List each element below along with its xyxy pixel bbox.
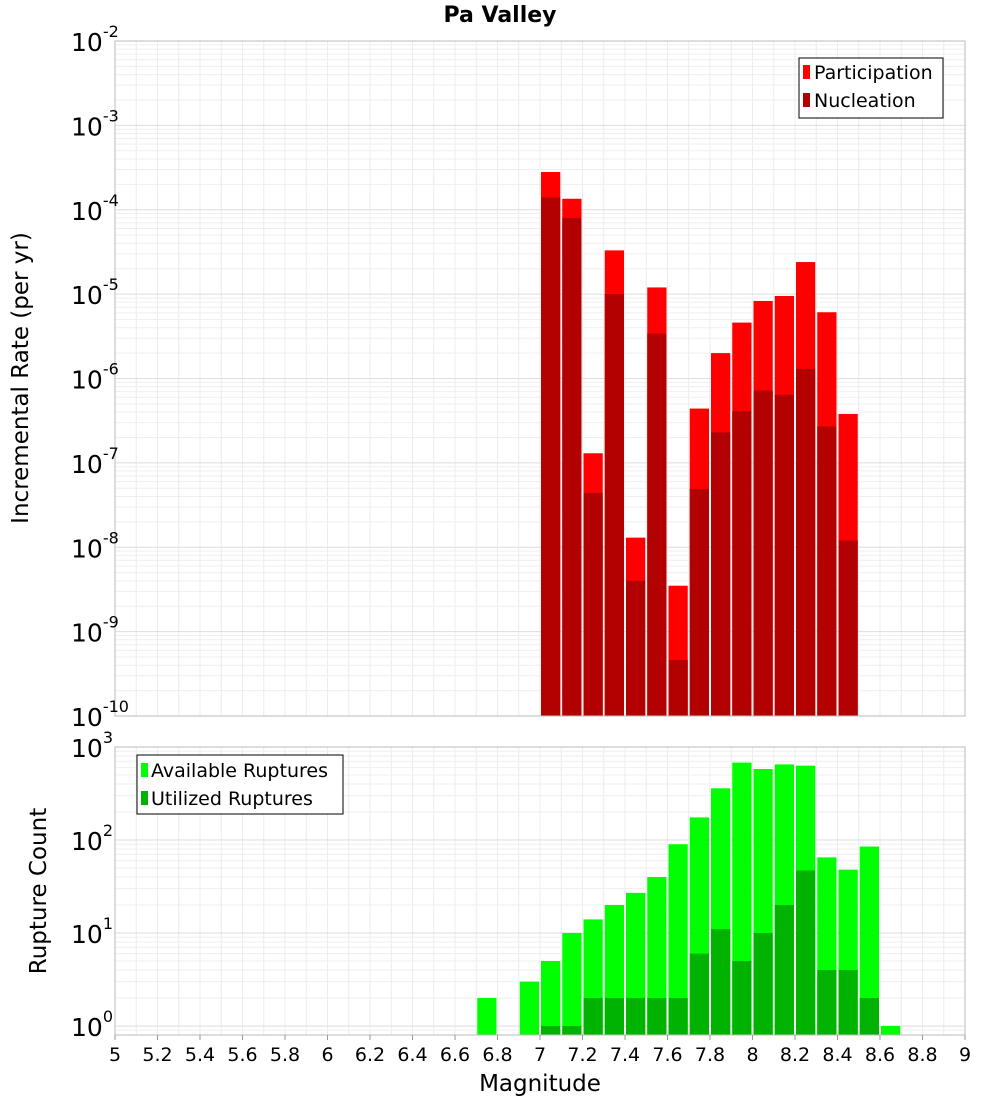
rate-gridlines bbox=[114, 41, 966, 717]
count-bar-utilized-ruptures bbox=[647, 997, 667, 1035]
rate-bar-nucleation bbox=[796, 368, 816, 716]
rate-y-ticks: 10-10 10-9 10-8 10-7 10-6 10-5 10-4 10-3 10-2 bbox=[71, 22, 129, 732]
x-tick-label: 5 bbox=[109, 1044, 121, 1066]
x-tick-label: 6 bbox=[321, 1044, 333, 1066]
count-bar-available-ruptures bbox=[519, 981, 539, 1035]
count-bar-available-ruptures bbox=[859, 846, 879, 1035]
count-bar-utilized-ruptures bbox=[562, 1025, 582, 1035]
y-tick-label: 10-7 bbox=[71, 444, 119, 479]
rate-plot-frame bbox=[114, 40, 966, 717]
rate-bar-nucleation bbox=[562, 217, 582, 716]
count-y-axis-label: Rupture Count bbox=[26, 808, 52, 974]
count-bar-utilized-ruptures bbox=[541, 1025, 561, 1035]
rate-bar-nucleation bbox=[626, 580, 646, 716]
rate-bar-nucleation bbox=[689, 489, 709, 716]
rate-bar-nucleation bbox=[817, 426, 837, 716]
legend-swatch-nucleation bbox=[803, 93, 810, 107]
x-tick-label: 5.2 bbox=[142, 1044, 172, 1066]
rate-bar-nucleation bbox=[583, 492, 603, 716]
count-bar-utilized-ruptures bbox=[774, 904, 794, 1035]
count-legend-box bbox=[136, 754, 344, 815]
count-bar-available-ruptures bbox=[541, 960, 561, 1035]
count-bar-utilized-ruptures bbox=[668, 997, 688, 1035]
count-bar-utilized-ruptures bbox=[711, 929, 731, 1035]
x-tick-label: 6.4 bbox=[397, 1044, 427, 1066]
legend-label-utilized: Utilized Ruptures bbox=[151, 788, 313, 810]
rate-bar-nucleation bbox=[732, 411, 752, 716]
count-bar-utilized-ruptures bbox=[817, 969, 837, 1035]
x-tick-label: 9 bbox=[959, 1044, 971, 1066]
x-tick-label: 5.4 bbox=[185, 1044, 215, 1066]
count-bar-utilized-ruptures bbox=[626, 997, 646, 1035]
y-tick-label: 103 bbox=[71, 728, 113, 763]
y-tick-label: 101 bbox=[71, 914, 113, 949]
x-tick-label: 8.8 bbox=[907, 1044, 937, 1066]
x-tick-label: 7.6 bbox=[652, 1044, 682, 1066]
x-axis-label: Magnitude bbox=[479, 1071, 601, 1097]
count-bar-available-ruptures bbox=[668, 844, 688, 1035]
legend-label-available: Available Ruptures bbox=[151, 760, 328, 782]
y-tick-label: 10-9 bbox=[71, 613, 119, 648]
rate-bar-nucleation bbox=[774, 394, 794, 716]
rate-bar-nucleation bbox=[753, 390, 773, 716]
x-tick-label: 8 bbox=[746, 1044, 758, 1066]
y-tick-label: 10-10 bbox=[71, 697, 129, 732]
count-bar-utilized-ruptures bbox=[838, 969, 858, 1035]
count-plot: 100 101 102 103 5 5.2 5.4 5.6 5.8 6 6.2 6.4 6.6 6.8 7… bbox=[26, 728, 971, 1097]
y-tick-label: 10-8 bbox=[71, 528, 119, 563]
count-y-ticks: 100 101 102 103 bbox=[71, 728, 113, 1042]
y-tick-label: 10-5 bbox=[71, 275, 119, 310]
legend-swatch-available bbox=[141, 763, 148, 777]
x-tick-label: 7.4 bbox=[610, 1044, 640, 1066]
x-tick-label: 8.2 bbox=[780, 1044, 810, 1066]
count-bar-utilized-ruptures bbox=[753, 932, 773, 1035]
chart-title: Pa Valley bbox=[443, 3, 556, 28]
rate-plot: 10-10 10-9 10-8 10-7 10-6 10-5 10-4 10-3 10-2 In… bbox=[8, 22, 966, 732]
x-tick-label: 7.2 bbox=[567, 1044, 597, 1066]
y-tick-label: 100 bbox=[71, 1007, 113, 1042]
x-tick-label: 8.4 bbox=[822, 1044, 852, 1066]
legend-label-participation: Participation bbox=[814, 62, 933, 84]
x-tick-label: 6.2 bbox=[355, 1044, 385, 1066]
y-tick-label: 102 bbox=[71, 821, 113, 856]
count-bar-utilized-ruptures bbox=[859, 997, 879, 1035]
x-tick-label: 6.6 bbox=[440, 1044, 470, 1066]
rate-y-axis-label: Incremental Rate (per yr) bbox=[8, 232, 34, 524]
count-bar-available-ruptures bbox=[647, 877, 667, 1035]
rate-bar-nucleation bbox=[711, 432, 731, 716]
legend-swatch-utilized bbox=[141, 791, 148, 805]
x-tick-label: 7 bbox=[534, 1044, 546, 1066]
count-bar-available-ruptures bbox=[881, 1025, 901, 1035]
rate-bar-nucleation bbox=[838, 540, 858, 716]
count-bar-available-ruptures bbox=[562, 932, 582, 1035]
y-tick-label: 10-2 bbox=[71, 22, 119, 57]
rate-bar-nucleation bbox=[668, 660, 688, 716]
x-tick-label: 5.8 bbox=[270, 1044, 300, 1066]
magnitude-x-ticks: 5 5.2 5.4 5.6 5.8 6 6.2 6.4 6.6 6.8 7 7.2 7.4 7.6 7.8 8… bbox=[109, 1035, 971, 1066]
count-bar-utilized-ruptures bbox=[796, 870, 816, 1035]
x-tick-label: 8.6 bbox=[865, 1044, 895, 1066]
y-tick-label: 10-6 bbox=[71, 360, 119, 395]
rate-bar-nucleation bbox=[647, 333, 667, 716]
rate-legend-box bbox=[798, 57, 944, 119]
x-tick-label: 7.8 bbox=[695, 1044, 725, 1066]
rate-bar-nucleation bbox=[541, 197, 561, 717]
count-bars bbox=[477, 762, 901, 1035]
legend-swatch-participation bbox=[803, 65, 810, 79]
rate-bar-nucleation bbox=[604, 294, 624, 716]
rate-bars bbox=[541, 172, 858, 717]
count-bar-utilized-ruptures bbox=[732, 960, 752, 1035]
count-legend: Available Ruptures Utilized Ruptures bbox=[136, 754, 344, 815]
x-tick-label: 6.8 bbox=[482, 1044, 512, 1066]
y-tick-label: 10-4 bbox=[71, 191, 119, 226]
x-tick-label: 5.6 bbox=[227, 1044, 257, 1066]
count-bar-utilized-ruptures bbox=[689, 953, 709, 1035]
rate-legend: Participation Nucleation bbox=[798, 57, 944, 119]
count-bar-utilized-ruptures bbox=[583, 997, 603, 1035]
count-bar-utilized-ruptures bbox=[604, 997, 624, 1035]
y-tick-label: 10-3 bbox=[71, 106, 119, 141]
legend-label-nucleation: Nucleation bbox=[814, 90, 916, 112]
count-bar-available-ruptures bbox=[477, 997, 497, 1035]
